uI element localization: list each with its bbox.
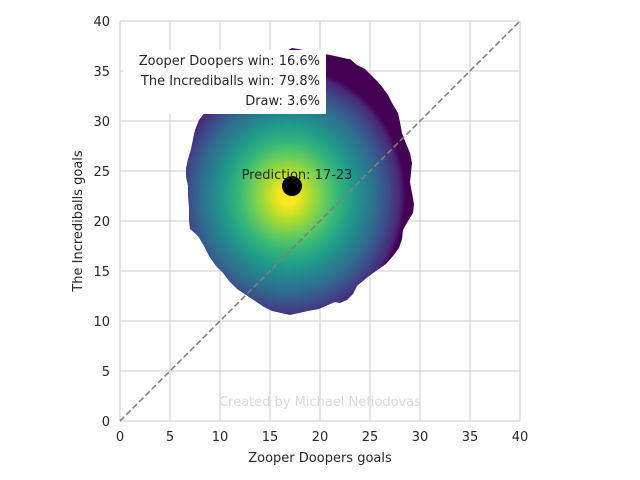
x-tick-label: 20 bbox=[312, 430, 329, 445]
y-tick-label: 5 bbox=[102, 365, 110, 380]
y-tick-label: 40 bbox=[93, 15, 110, 30]
reference-diagonal bbox=[119, 20, 521, 422]
x-tick-label: 30 bbox=[412, 430, 429, 445]
axes: 0 5 10 15 20 25 30 35 40 0 5 10 15 20 25 30 35 40 bbox=[93, 15, 528, 445]
prediction-label: Prediction: 17-23 bbox=[242, 168, 353, 183]
y-tick-label: 20 bbox=[93, 215, 110, 230]
y-tick-label: 15 bbox=[93, 265, 110, 280]
y-tick-label: 10 bbox=[93, 315, 110, 330]
y-tick-label: 25 bbox=[93, 165, 110, 180]
x-tick-label: 35 bbox=[462, 430, 479, 445]
draw-annotation: Draw: 3.6% bbox=[245, 94, 320, 109]
x-tick-label: 40 bbox=[512, 430, 529, 445]
x-tick-label: 10 bbox=[212, 430, 229, 445]
x-tick-label: 0 bbox=[116, 430, 124, 445]
x-tick-label: 5 bbox=[166, 430, 174, 445]
away-win-annotation: The Incrediballs win: 79.8% bbox=[140, 74, 320, 89]
x-axis-label: Zooper Doopers goals bbox=[248, 451, 392, 466]
home-win-annotation: Zooper Doopers win: 16.6% bbox=[139, 54, 320, 69]
y-axis-label: The Incrediballs goals bbox=[71, 150, 86, 293]
y-tick-label: 35 bbox=[93, 65, 110, 80]
prediction-point bbox=[282, 176, 302, 196]
watermark: Created by Michael Nefiodovas bbox=[219, 395, 421, 410]
x-tick-label: 25 bbox=[362, 430, 379, 445]
x-tick-label: 15 bbox=[262, 430, 279, 445]
annotation-box-bg bbox=[123, 50, 326, 114]
y-tick-label: 30 bbox=[93, 115, 110, 130]
y-tick-label: 0 bbox=[102, 415, 110, 430]
